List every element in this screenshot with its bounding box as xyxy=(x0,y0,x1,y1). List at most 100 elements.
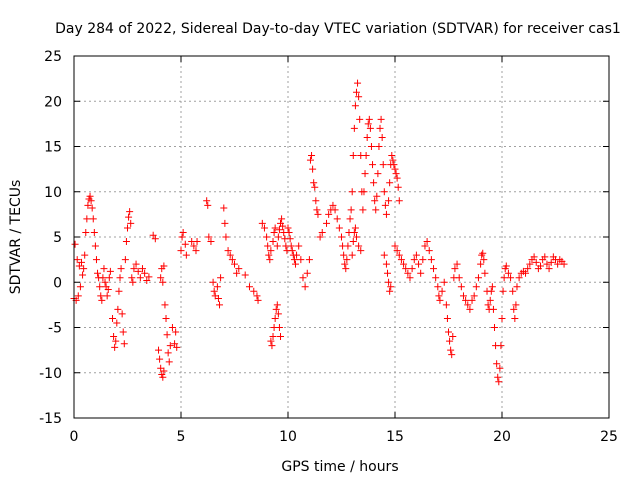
data-point xyxy=(193,238,201,246)
data-point xyxy=(333,215,341,223)
y-tick-label: 10 xyxy=(44,185,62,201)
data-point xyxy=(415,260,423,268)
data-point xyxy=(295,242,303,250)
data-point xyxy=(141,269,149,277)
data-point xyxy=(421,242,429,250)
data-point xyxy=(213,283,221,291)
data-point xyxy=(443,314,451,322)
data-point xyxy=(138,265,146,273)
data-point xyxy=(331,206,339,214)
data-point xyxy=(270,228,278,236)
data-point xyxy=(494,373,502,381)
data-point xyxy=(341,260,349,268)
data-point xyxy=(354,79,362,87)
data-point xyxy=(510,305,518,313)
data-point xyxy=(84,201,92,209)
data-point xyxy=(449,333,457,341)
data-point xyxy=(406,274,414,282)
data-point xyxy=(480,256,488,264)
data-point xyxy=(532,258,540,266)
data-point xyxy=(284,224,292,232)
data-point xyxy=(522,269,530,277)
data-point xyxy=(477,260,485,268)
data-point xyxy=(114,305,122,313)
data-point xyxy=(275,324,283,331)
data-point xyxy=(299,274,307,282)
y-tick-label: -15 xyxy=(39,411,62,427)
y-tick-labels: -15 -10 -5 0 5 10 15 20 25 xyxy=(39,49,62,427)
data-point xyxy=(348,188,356,196)
data-point xyxy=(112,337,120,345)
data-point xyxy=(545,265,553,273)
data-point xyxy=(293,251,301,259)
data-point xyxy=(231,260,238,268)
data-point xyxy=(160,262,168,270)
data-point xyxy=(89,215,97,223)
data-point xyxy=(134,267,142,275)
data-point xyxy=(233,269,241,277)
data-point xyxy=(515,274,523,282)
data-point xyxy=(378,133,386,141)
data-point xyxy=(179,228,187,236)
data-point xyxy=(440,278,448,286)
data-point xyxy=(128,274,136,282)
data-point xyxy=(489,305,497,313)
data-point xyxy=(357,247,365,255)
data-point xyxy=(203,197,211,205)
data-point xyxy=(271,314,279,322)
data-point xyxy=(269,333,277,341)
data-point xyxy=(470,292,478,300)
data-point xyxy=(393,247,401,255)
data-point xyxy=(168,324,176,331)
data-point xyxy=(350,124,358,132)
data-point xyxy=(260,224,268,232)
data-point xyxy=(487,287,495,295)
data-point xyxy=(221,219,229,227)
data-point xyxy=(305,256,313,264)
data-point xyxy=(117,265,125,273)
data-point xyxy=(224,247,232,255)
data-point xyxy=(453,260,461,268)
data-point xyxy=(83,215,91,223)
data-point xyxy=(258,219,266,227)
data-point xyxy=(360,188,368,196)
data-point xyxy=(101,278,109,286)
data-point xyxy=(268,342,276,350)
data-point xyxy=(374,170,382,178)
y-tick-label: 25 xyxy=(44,49,62,65)
data-point xyxy=(182,251,190,259)
data-point xyxy=(303,269,311,277)
data-point xyxy=(390,161,398,169)
data-point xyxy=(481,269,489,277)
data-point xyxy=(88,204,96,212)
data-point xyxy=(143,276,151,284)
data-point xyxy=(122,238,130,246)
y-tick-label: 15 xyxy=(44,140,62,156)
data-point xyxy=(130,265,138,273)
data-point xyxy=(173,343,181,351)
data-point xyxy=(496,364,504,372)
x-tick-label: 25 xyxy=(600,429,618,445)
data-point xyxy=(278,215,286,223)
data-point xyxy=(349,238,357,246)
data-point xyxy=(495,378,503,386)
data-point xyxy=(455,274,463,282)
data-point xyxy=(499,287,507,295)
data-point xyxy=(351,224,359,232)
data-point xyxy=(207,238,215,246)
data-point xyxy=(389,156,397,164)
data-point xyxy=(335,224,343,232)
data-point xyxy=(395,251,403,259)
data-point xyxy=(373,192,381,200)
data-point xyxy=(151,235,159,243)
data-point xyxy=(346,215,354,223)
data-point xyxy=(377,115,385,123)
data-point xyxy=(340,251,348,259)
data-point xyxy=(419,256,427,264)
data-point xyxy=(104,285,112,293)
data-point xyxy=(100,265,108,273)
data-point xyxy=(351,102,359,110)
data-point xyxy=(110,333,118,341)
data-point xyxy=(190,242,198,250)
data-point xyxy=(308,152,316,160)
